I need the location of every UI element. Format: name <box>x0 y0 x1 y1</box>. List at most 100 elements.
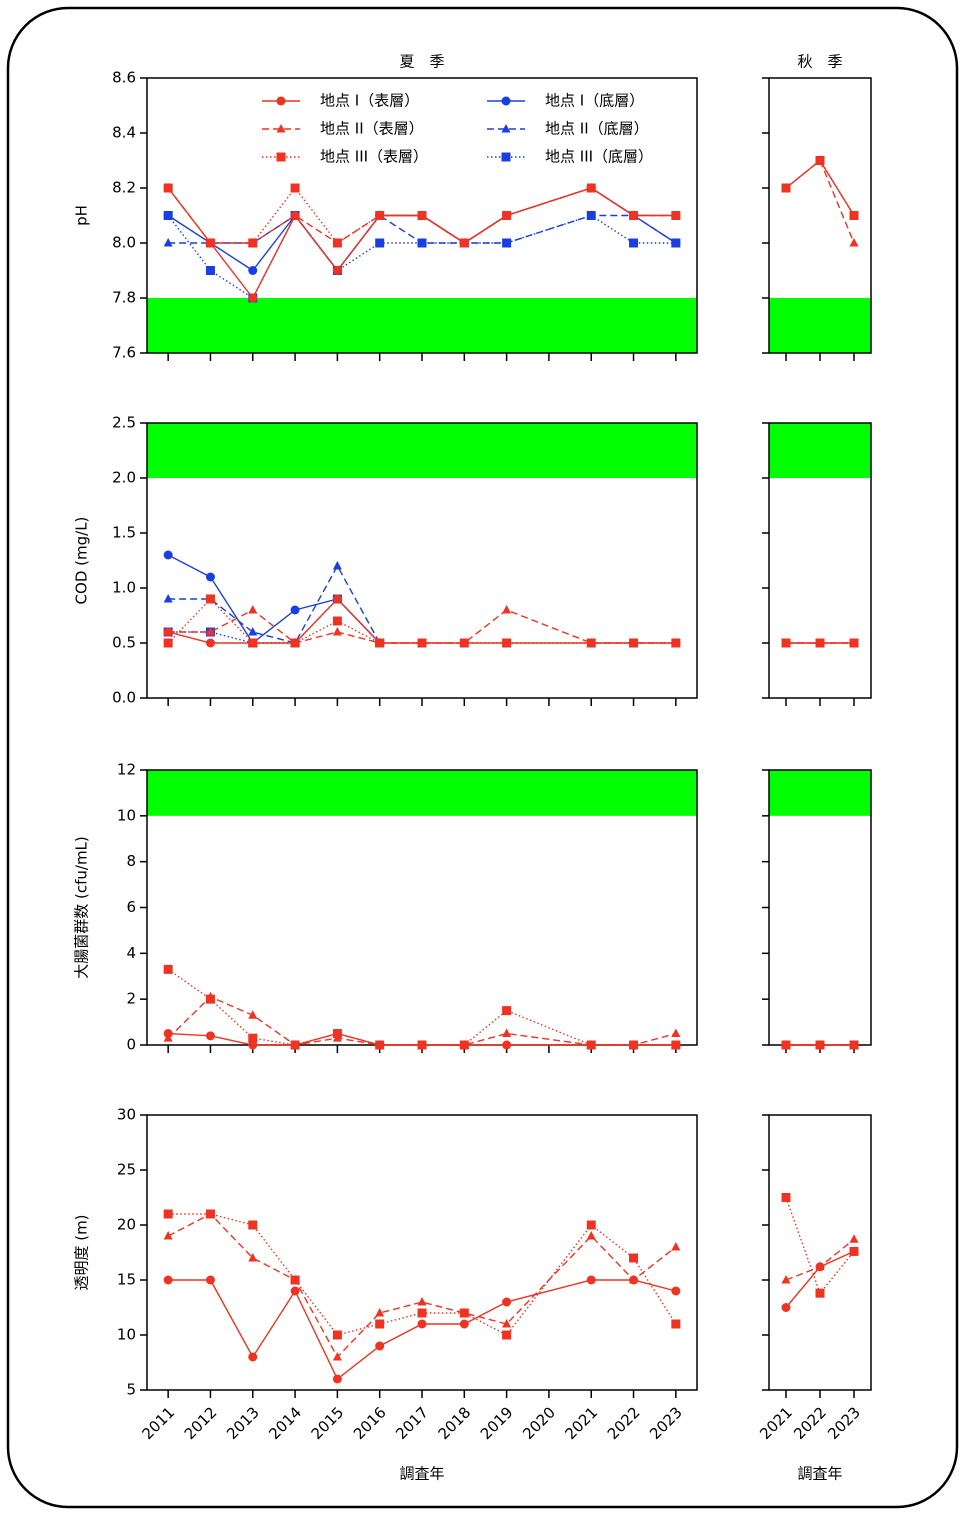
marker <box>417 1319 427 1329</box>
marker <box>375 1308 385 1317</box>
marker <box>502 1006 512 1016</box>
marker <box>417 638 427 648</box>
y-tick-label: 6 <box>126 898 136 916</box>
marker <box>417 238 427 247</box>
reference-band <box>769 423 871 478</box>
series-line <box>168 1032 676 1046</box>
marker <box>163 627 173 637</box>
y-axis-label: COD (mg/L) <box>73 517 91 605</box>
marker <box>781 1193 791 1202</box>
legend-label: 地点 I（表層） <box>320 92 419 110</box>
marker <box>163 238 173 247</box>
marker <box>248 238 258 247</box>
marker <box>163 183 173 193</box>
marker <box>205 638 215 648</box>
marker <box>290 605 300 615</box>
marker <box>332 1029 342 1039</box>
marker <box>671 1242 681 1251</box>
marker <box>849 1040 859 1050</box>
marker <box>332 1330 342 1340</box>
series-line <box>168 1279 677 1381</box>
marker <box>163 964 173 974</box>
legend-marker <box>501 124 511 133</box>
marker <box>290 1040 300 1050</box>
marker <box>629 1275 639 1285</box>
frame <box>6 6 959 1509</box>
y-tick-label: 8.6 <box>112 69 136 87</box>
marker <box>290 211 300 220</box>
y-tick-label: 0.5 <box>112 634 136 652</box>
y-tick-label: 2 <box>126 990 136 1008</box>
y-tick-label: 7.6 <box>112 344 136 362</box>
marker <box>502 238 512 247</box>
marker <box>849 1246 859 1256</box>
reference-band <box>769 298 871 353</box>
marker <box>332 594 342 604</box>
series-line <box>167 187 676 244</box>
legend-label: 地点 I（底層） <box>545 92 644 110</box>
marker <box>163 550 173 560</box>
y-tick-label: 15 <box>117 1271 136 1289</box>
marker <box>781 1303 791 1312</box>
x-axis-label: 調査年 <box>399 1465 444 1483</box>
marker <box>163 1209 173 1219</box>
marker <box>671 211 681 220</box>
marker <box>417 1308 427 1318</box>
y-tick-label: 8.2 <box>112 179 136 197</box>
y-tick-label: 2.5 <box>112 414 136 432</box>
legend-marker <box>276 96 286 106</box>
marker <box>332 616 342 626</box>
marker <box>205 1031 215 1041</box>
legend-label: 地点 III（表層） <box>320 148 428 166</box>
series-line <box>167 597 676 644</box>
marker <box>248 1253 258 1262</box>
series-line <box>167 187 676 300</box>
marker <box>205 1209 215 1218</box>
marker <box>502 211 512 220</box>
marker <box>375 1341 385 1351</box>
marker <box>459 1040 469 1050</box>
marker <box>586 183 596 193</box>
marker <box>248 1352 258 1362</box>
marker <box>248 627 258 636</box>
reference-band <box>147 770 697 816</box>
y-tick-label: 30 <box>117 1106 136 1124</box>
marker <box>586 1231 596 1240</box>
marker <box>205 238 215 248</box>
marker <box>586 1275 596 1285</box>
marker <box>502 1319 512 1328</box>
marker <box>459 1319 469 1329</box>
series-line <box>168 564 381 644</box>
marker <box>815 1262 825 1272</box>
marker <box>332 266 342 275</box>
y-tick-label: 10 <box>117 806 136 824</box>
marker <box>163 211 173 220</box>
marker <box>671 1028 681 1038</box>
y-tick-label: 1.5 <box>112 524 136 542</box>
y-axis-label: 透明度 (m) <box>73 1214 91 1290</box>
legend-marker <box>501 96 511 106</box>
marker <box>332 1374 342 1384</box>
marker <box>290 183 300 193</box>
marker <box>781 1040 791 1050</box>
marker <box>629 238 639 248</box>
marker <box>205 1275 215 1285</box>
marker <box>671 238 681 248</box>
marker <box>849 638 859 648</box>
y-tick-label: 8 <box>126 852 136 870</box>
marker <box>781 1275 791 1284</box>
marker <box>502 1297 512 1307</box>
legend-label: 地点 III（底層） <box>545 148 653 166</box>
marker <box>815 1288 825 1298</box>
marker <box>248 605 258 614</box>
marker <box>375 211 385 220</box>
marker <box>205 266 215 275</box>
y-axis-label: 大腸菌群数 (cfu/mL) <box>73 836 91 979</box>
marker <box>375 1040 385 1050</box>
marker <box>332 1352 342 1361</box>
y-tick-label: 2.0 <box>112 469 136 487</box>
y-tick-label: 10 <box>117 1326 136 1344</box>
marker <box>502 638 512 648</box>
marker <box>815 638 825 648</box>
